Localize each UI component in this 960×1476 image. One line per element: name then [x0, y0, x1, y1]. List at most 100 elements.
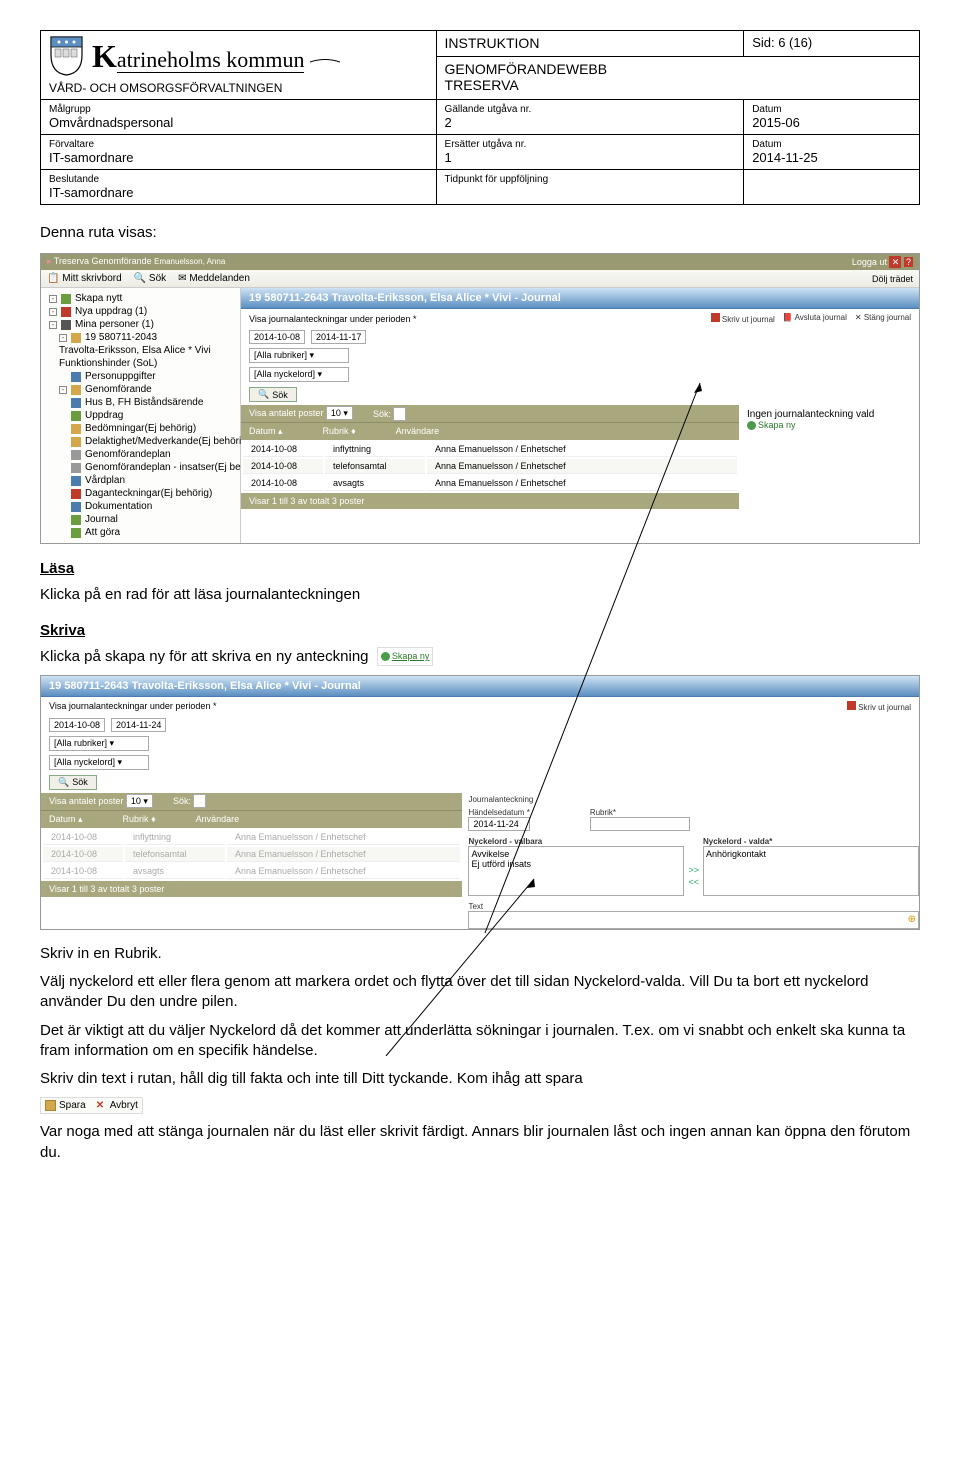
- table-row[interactable]: 2014-10-08avsagtsAnna Emanuelsson / Enhe…: [43, 864, 460, 879]
- toolbar-skrivbord[interactable]: 📋 Mitt skrivbord: [47, 273, 122, 284]
- avsluta-link[interactable]: 📕 Avsluta journal: [783, 313, 847, 324]
- date-from-2[interactable]: 2014-10-08: [49, 718, 105, 732]
- count-select-2[interactable]: 10 ▾: [126, 794, 153, 808]
- tree-item[interactable]: - Mina personer (1): [45, 318, 236, 331]
- skapa-ny-link[interactable]: Skapa ny: [747, 420, 911, 431]
- tree-item[interactable]: Hus B, FH Biståndsärende: [45, 396, 236, 409]
- datum2-label: Datum: [752, 139, 911, 150]
- rubrik-input[interactable]: [590, 817, 690, 831]
- body-p3: Det är viktigt att du väljer Nyckelord d…: [40, 1021, 920, 1062]
- no-selection-label: Ingen journalanteckning vald: [747, 409, 911, 420]
- nav-tree[interactable]: - Skapa nytt- Nya uppdrag (1)- Mina pers…: [41, 288, 241, 543]
- skriv-ut-link-2[interactable]: Skriv ut journal: [847, 701, 911, 712]
- filter-rubriker-2[interactable]: [Alla rubriker] ▾: [49, 736, 149, 751]
- body-p4: Skriv din text i rutan, håll dig till fa…: [40, 1069, 920, 1089]
- skriv-ut-link[interactable]: Skriv ut journal: [711, 313, 775, 324]
- move-left-button[interactable]: <<: [688, 877, 699, 887]
- app-screenshot-2: 19 580711-2643 Travolta-Eriksson, Elsa A…: [40, 675, 920, 930]
- col-anvandare-2[interactable]: Användare: [196, 814, 240, 825]
- tree-item[interactable]: Journal: [45, 513, 236, 526]
- datum-value: 2015-06: [752, 115, 911, 130]
- cancel-icon: ✕: [96, 1100, 107, 1111]
- doc-type: INSTRUKTION: [445, 35, 736, 51]
- olive-search[interactable]: [393, 407, 406, 421]
- handelse-label: Händelsedatum *: [468, 808, 529, 817]
- tree-item[interactable]: Funktionshinder (SoL): [45, 357, 236, 370]
- sok-button-2[interactable]: 🔍 Sök: [49, 775, 97, 790]
- department-label: VÅRD- OCH OMSORGSFÖRVALTNINGEN: [49, 81, 428, 95]
- sok-button[interactable]: 🔍 Sök: [249, 387, 297, 402]
- table-row[interactable]: 2014-10-08avsagtsAnna Emanuelsson / Enhe…: [243, 476, 737, 491]
- tree-item[interactable]: Dokumentation: [45, 500, 236, 513]
- kommun-name: Katrineholms kommun: [92, 38, 340, 75]
- tree-item[interactable]: Genomförandeplan - insatser(Ej behörig): [45, 461, 236, 474]
- valda-listbox[interactable]: Anhörigkontakt: [703, 846, 919, 896]
- close-icon[interactable]: ✕: [889, 256, 901, 268]
- utgava-label: Gällande utgåva nr.: [445, 104, 736, 115]
- malgrupp-label: Målgrupp: [49, 104, 428, 115]
- col-datum[interactable]: Datum ▴: [249, 426, 283, 437]
- text-input[interactable]: ⊕: [468, 911, 919, 929]
- valbara-listbox[interactable]: AvvikelseEj utförd insats: [468, 846, 684, 896]
- tree-item[interactable]: - 19 580711-2043: [45, 331, 236, 344]
- col-rubrik-2[interactable]: Rubrik ♦: [123, 814, 156, 825]
- dolj-tradet[interactable]: Dölj trädet: [872, 274, 913, 284]
- date-from[interactable]: 2014-10-08: [249, 330, 305, 344]
- tree-item[interactable]: Personuppgifter: [45, 370, 236, 383]
- intro-text: Denna ruta visas:: [40, 223, 920, 243]
- date-to[interactable]: 2014-11-17: [311, 330, 366, 344]
- forvaltare-label: Förvaltare: [49, 139, 428, 150]
- toolbar-meddelanden[interactable]: ✉ Meddelanden: [178, 273, 250, 284]
- body-p5: Var noga med att stänga journalen när du…: [40, 1122, 920, 1163]
- table-row[interactable]: 2014-10-08inflyttningAnna Emanuelsson / …: [243, 442, 737, 457]
- olive-search-2[interactable]: [193, 794, 206, 808]
- filter-nyckelord[interactable]: [Alla nyckelord] ▾: [249, 367, 349, 382]
- forvaltare-value: IT-samordnare: [49, 150, 428, 165]
- webapp-name: GENOMFÖRANDEWEBBTRESERVA: [445, 61, 911, 93]
- col-datum-2[interactable]: Datum ▴: [49, 814, 83, 825]
- filter-rubriker[interactable]: [Alla rubriker] ▾: [249, 348, 349, 363]
- move-right-button[interactable]: >>: [688, 865, 699, 875]
- tree-item[interactable]: Daganteckningar(Ej behörig): [45, 487, 236, 500]
- list-item[interactable]: Anhörigkontakt: [706, 849, 916, 859]
- tree-item[interactable]: Travolta-Eriksson, Elsa Alice * Vivi: [45, 344, 236, 357]
- tree-item[interactable]: Uppdrag: [45, 409, 236, 422]
- col-anvandare[interactable]: Användare: [396, 426, 440, 437]
- app-screenshot-1: ▸ Treserva Genomförande Emanuelsson, Ann…: [40, 253, 920, 544]
- lasa-heading: Läsa: [40, 560, 920, 577]
- expand-icon[interactable]: ⊕: [908, 914, 916, 925]
- filter-nyckelord-2[interactable]: [Alla nyckelord] ▾: [49, 755, 149, 770]
- handelse-date[interactable]: 2014-11-24: [468, 817, 529, 831]
- tree-item[interactable]: Att göra: [45, 526, 236, 539]
- date-to-2[interactable]: 2014-11-24: [111, 718, 166, 732]
- table-footer: Visar 1 till 3 av totalt 3 poster: [241, 493, 739, 509]
- help-icon[interactable]: ?: [904, 257, 913, 267]
- count-select[interactable]: 10 ▾: [326, 406, 353, 420]
- toolbar-sok[interactable]: 🔍 Sök: [134, 273, 166, 284]
- spara-button[interactable]: Spara: [45, 1100, 86, 1111]
- skriva-heading: Skriva: [40, 622, 920, 639]
- list-item[interactable]: Avvikelse: [471, 849, 681, 859]
- stang-link[interactable]: ✕ Stäng journal: [855, 313, 911, 324]
- tree-item[interactable]: Delaktighet/Medverkande(Ej behörig): [45, 435, 236, 448]
- valda-label: Nyckelord - valda*: [703, 837, 919, 846]
- tree-item[interactable]: - Nya uppdrag (1): [45, 305, 236, 318]
- logout-link[interactable]: Logga ut ✕ ?: [852, 256, 913, 268]
- tree-item[interactable]: - Skapa nytt: [45, 292, 236, 305]
- list-item[interactable]: Ej utförd insats: [471, 859, 681, 869]
- tree-item[interactable]: Bedömningar(Ej behörig): [45, 422, 236, 435]
- tree-item[interactable]: Genomförandeplan: [45, 448, 236, 461]
- table-row[interactable]: 2014-10-08telefonsamtalAnna Emanuelsson …: [243, 459, 737, 474]
- page-number: Sid: 6 (16): [752, 35, 911, 50]
- table-row[interactable]: 2014-10-08inflyttningAnna Emanuelsson / …: [43, 830, 460, 845]
- table-row[interactable]: 2014-10-08telefonsamtalAnna Emanuelsson …: [43, 847, 460, 862]
- ersatter-value: 1: [445, 150, 736, 165]
- save-icon: [45, 1100, 56, 1111]
- avbryt-button[interactable]: ✕Avbryt: [96, 1100, 138, 1111]
- col-rubrik[interactable]: Rubrik ♦: [323, 426, 356, 437]
- journal-entries-table-2: 2014-10-08inflyttningAnna Emanuelsson / …: [41, 828, 462, 881]
- body-p2: Välj nyckelord ett eller flera genom att…: [40, 972, 920, 1013]
- tree-item[interactable]: - Genomförande: [45, 383, 236, 396]
- malgrupp-value: Omvårdnadspersonal: [49, 115, 428, 130]
- tree-item[interactable]: Vårdplan: [45, 474, 236, 487]
